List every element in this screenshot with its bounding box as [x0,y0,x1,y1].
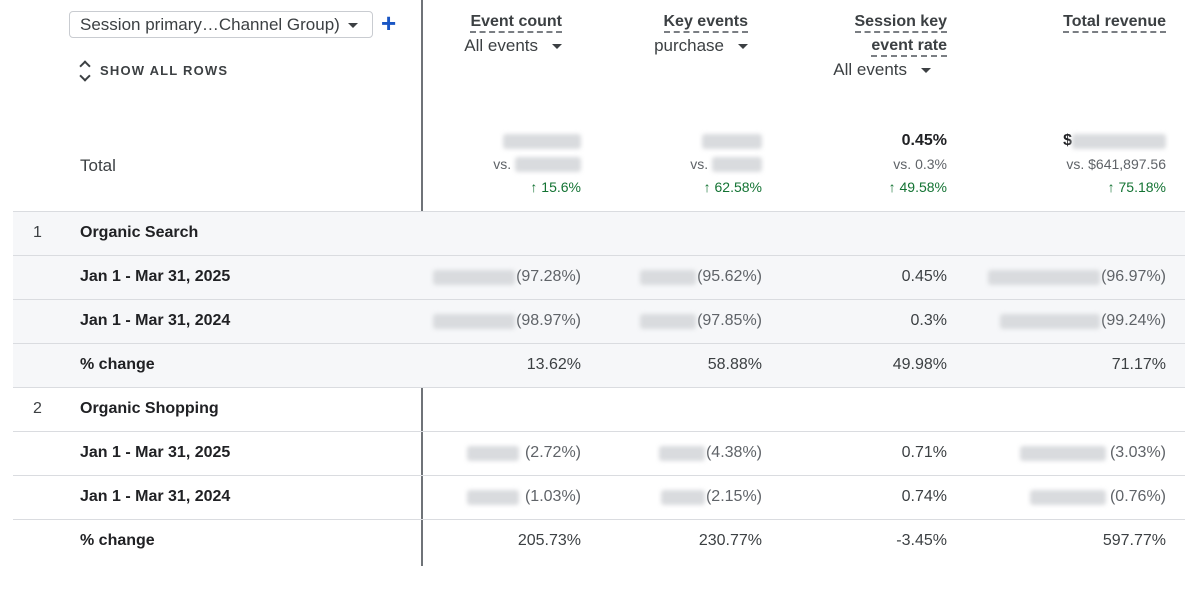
cell-event-count: (1.03%) [466,488,581,506]
metric-title[interactable]: Key events [663,13,748,33]
metric-header-session-key-event-rate: Session key event rate All events [833,10,947,80]
table-row: % change 13.62% 58.88% 49.98% 71.17% [13,343,1185,387]
metric-subselector[interactable]: All events [833,60,931,80]
redacted-value [503,133,581,149]
cell-session-key-event-rate: 0.45% [901,268,947,285]
redacted-value [702,133,762,149]
metric-title[interactable]: Event count [470,13,562,33]
redacted-value [1072,133,1166,149]
dropdown-caret-icon [921,67,931,73]
redacted-value [988,269,1101,285]
total-label: Total [80,156,116,175]
cell-session-key-event-rate: 0.3% [910,312,947,329]
expand-collapse-icon [78,60,92,82]
row-label: Jan 1 - Mar 31, 2025 [80,268,231,285]
change-indicator: ↑ 62.58% [703,179,762,195]
cell-total-revenue: (0.76%) [1029,488,1166,506]
dropdown-caret-icon [552,43,562,49]
add-dimension-button[interactable]: + [381,8,397,38]
table-row: Jan 1 - Mar 31, 2025 (2.72%) (4.38%) 0.7… [13,431,1185,475]
metric-header-total-revenue: Total revenue [1063,10,1166,34]
cell-key-events: 58.88% [707,356,762,373]
redacted-value [658,445,705,461]
metric-subselector[interactable]: purchase [654,36,748,56]
cell-key-events: (95.62%) [640,268,762,286]
change-indicator: ↑ 49.58% [888,179,947,195]
total-revenue: $ vs. $641,897.56 ↑ 75.18% [1063,130,1166,198]
redacted-value [433,313,516,329]
row-index: 1 [33,224,42,241]
cell-session-key-event-rate: -3.45% [896,532,947,549]
table-row: Jan 1 - Mar 31, 2024 (1.03%) (2.15%) 0.7… [13,475,1185,519]
table-row-group[interactable]: 2 Organic Shopping [13,387,1185,431]
dimension-dropdown-label: Session primary…Channel Group) [80,14,340,34]
dimension-dropdown[interactable]: Session primary…Channel Group) [69,11,373,38]
table-row: Jan 1 - Mar 31, 2025 (97.28%) (95.62%) 0… [13,255,1185,299]
redacted-value [466,489,519,505]
dropdown-caret-icon [738,43,748,49]
row-index: 2 [33,400,42,417]
metric-title[interactable]: event rate [871,37,947,57]
cell-total-revenue: (96.97%) [988,268,1166,286]
redacted-value [1029,489,1106,505]
dropdown-caret-icon [348,23,358,28]
cell-key-events: (2.15%) [660,488,762,506]
redacted-value [433,269,516,285]
total-event-count: vs. ↑ 15.6% [493,130,581,198]
cell-total-revenue: (99.24%) [1000,312,1166,330]
redacted-value [712,156,762,172]
redacted-value [660,489,705,505]
row-dimension-value: Organic Search [80,224,199,241]
redacted-value [640,313,697,329]
row-label: Jan 1 - Mar 31, 2025 [80,444,231,461]
cell-session-key-event-rate: 0.71% [901,444,947,461]
row-label: Jan 1 - Mar 31, 2024 [80,488,231,505]
redacted-value [1000,313,1101,329]
cell-event-count: (2.72%) [466,444,581,462]
cell-key-events: 230.77% [698,532,762,549]
redacted-value [640,269,697,285]
cell-event-count: 13.62% [526,356,581,373]
metric-header-event-count: Event count All events [464,10,562,56]
total-session-key-event-rate: 0.45% vs. 0.3% ↑ 49.58% [889,130,947,198]
change-indicator: ↑ 15.6% [530,179,581,195]
cell-total-revenue: 71.17% [1111,356,1166,373]
cell-event-count: 205.73% [517,532,581,549]
redacted-value [515,156,581,172]
metric-subselector[interactable]: All events [464,36,562,56]
cell-total-revenue: (3.03%) [1019,444,1166,462]
table-row: % change 205.73% 230.77% -3.45% 597.77% [13,519,1185,563]
cell-event-count: (97.28%) [433,268,581,286]
cell-session-key-event-rate: 49.98% [892,356,947,373]
row-label: Jan 1 - Mar 31, 2024 [80,312,231,329]
cell-key-events: (97.85%) [640,312,762,330]
row-label: % change [80,532,155,549]
redacted-value [1019,445,1106,461]
metric-title[interactable]: Total revenue [1063,13,1166,33]
total-key-events: vs. ↑ 62.58% [690,130,762,198]
table-row: Jan 1 - Mar 31, 2024 (98.97%) (97.85%) 0… [13,299,1185,343]
data-table-body: 1 Organic Search Jan 1 - Mar 31, 2025 (9… [13,211,1185,563]
redacted-value [466,445,519,461]
row-label: % change [80,356,155,373]
cell-session-key-event-rate: 0.74% [901,488,947,505]
cell-event-count: (98.97%) [433,312,581,330]
dimension-header: Session primary…Channel Group) + SHOW AL… [0,0,422,212]
cell-key-events: (4.38%) [658,444,762,462]
change-indicator: ↑ 75.18% [1107,179,1166,195]
cell-total-revenue: 597.77% [1102,532,1166,549]
table-row-group[interactable]: 1 Organic Search [13,211,1185,255]
metric-title[interactable]: Session key [854,13,947,33]
metric-header-key-events: Key events purchase [654,10,748,56]
row-dimension-value: Organic Shopping [80,400,219,417]
show-all-rows-button[interactable]: SHOW ALL ROWS [78,60,229,82]
show-all-rows-label: SHOW ALL ROWS [100,62,229,78]
